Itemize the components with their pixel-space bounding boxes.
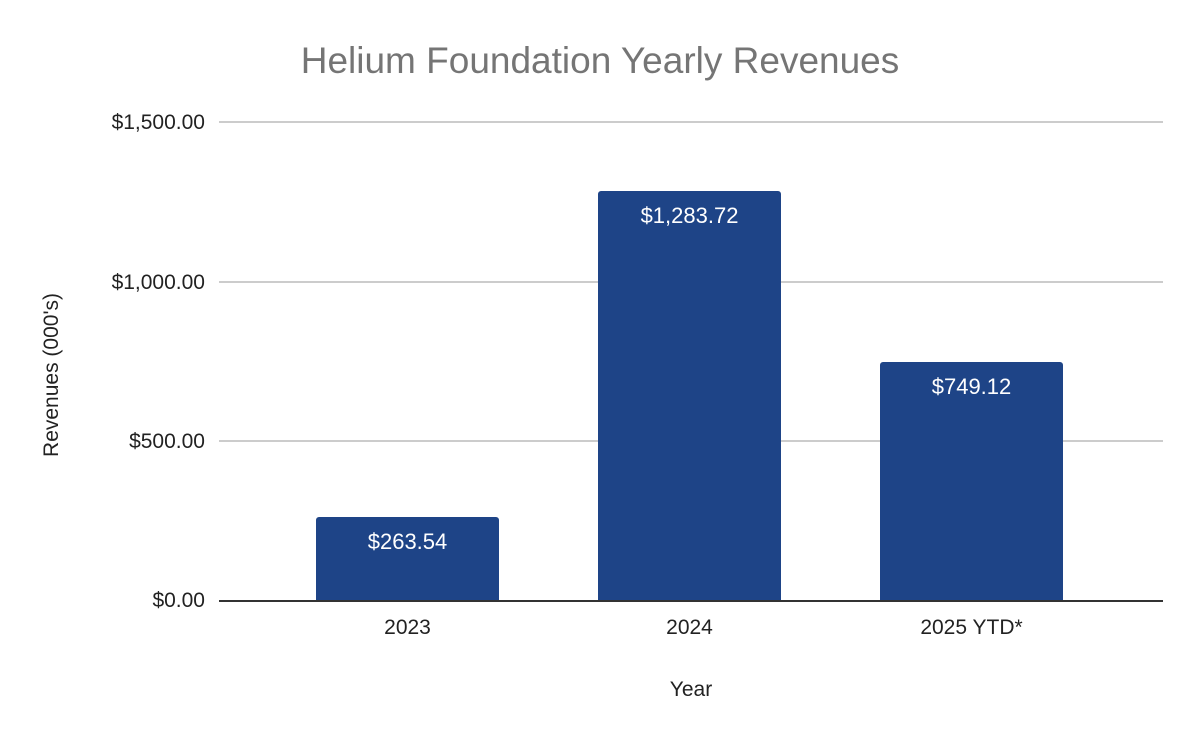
y-tick-1000: $1,000.00 (111, 271, 205, 294)
bar-2025-ytd[interactable]: $749.12 (880, 362, 1063, 601)
y-tick-500: $500.00 (129, 430, 205, 453)
bar-2024[interactable]: $1,283.72 (598, 191, 781, 601)
y-tick-1500: $1,500.00 (111, 111, 205, 134)
y-tick-0: $0.00 (152, 589, 205, 612)
x-tick-2025-ytd: 2025 YTD* (920, 616, 1023, 639)
bar-value-label: $1,283.72 (640, 203, 739, 228)
bar-2023[interactable]: $263.54 (316, 517, 499, 601)
bar-value-label: $749.12 (931, 374, 1012, 399)
bar-value-label: $263.54 (367, 529, 448, 554)
chart-title: Helium Foundation Yearly Revenues (300, 40, 900, 81)
plot-area: $263.54 $1,283.72 $749.12 (219, 121, 1163, 602)
gridline-1500 (219, 121, 1163, 123)
x-axis-baseline (219, 600, 1163, 602)
x-tick-2024: 2024 (666, 616, 713, 639)
x-axis-label: Year (669, 678, 713, 701)
x-tick-2023: 2023 (384, 616, 431, 639)
